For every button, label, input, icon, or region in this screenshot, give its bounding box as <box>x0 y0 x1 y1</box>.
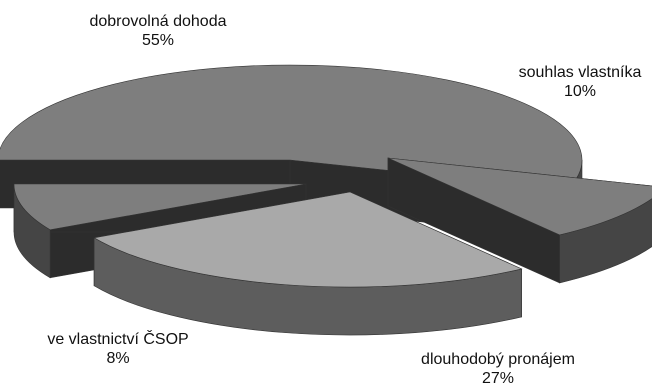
pie-slice <box>387 157 652 284</box>
slice-label-text: souhlas vlastníka <box>518 64 642 81</box>
slice-label-souhlas-vlastnika: souhlas vlastníka 10% <box>490 63 652 101</box>
slice-label-dlouhodoby-pronajem: dlouhodobý pronájem 27% <box>393 350 603 388</box>
pie-slice-top <box>13 183 307 231</box>
slice-label-text: ve vlastnictví ČSOP <box>47 331 189 348</box>
slice-label-text: dlouhodobý pronájem <box>421 351 575 368</box>
slice-label-ve-vlastnictvi-csop: ve vlastnictví ČSOP 8% <box>38 330 198 368</box>
slice-label-text: dobrovolná dohoda <box>89 13 227 30</box>
slice-value-text: 8% <box>106 350 130 367</box>
pie-slice <box>93 191 523 336</box>
slice-value-text: 10% <box>563 83 597 100</box>
slice-value-text: 27% <box>481 370 515 387</box>
pie-slice-top <box>387 157 652 236</box>
slice-value-text: 55% <box>141 32 175 49</box>
slice-label-dobrovolna-dohoda: dobrovolná dohoda 55% <box>53 12 263 50</box>
pie-slice-top <box>93 191 523 288</box>
pie-slice-top <box>0 64 583 190</box>
